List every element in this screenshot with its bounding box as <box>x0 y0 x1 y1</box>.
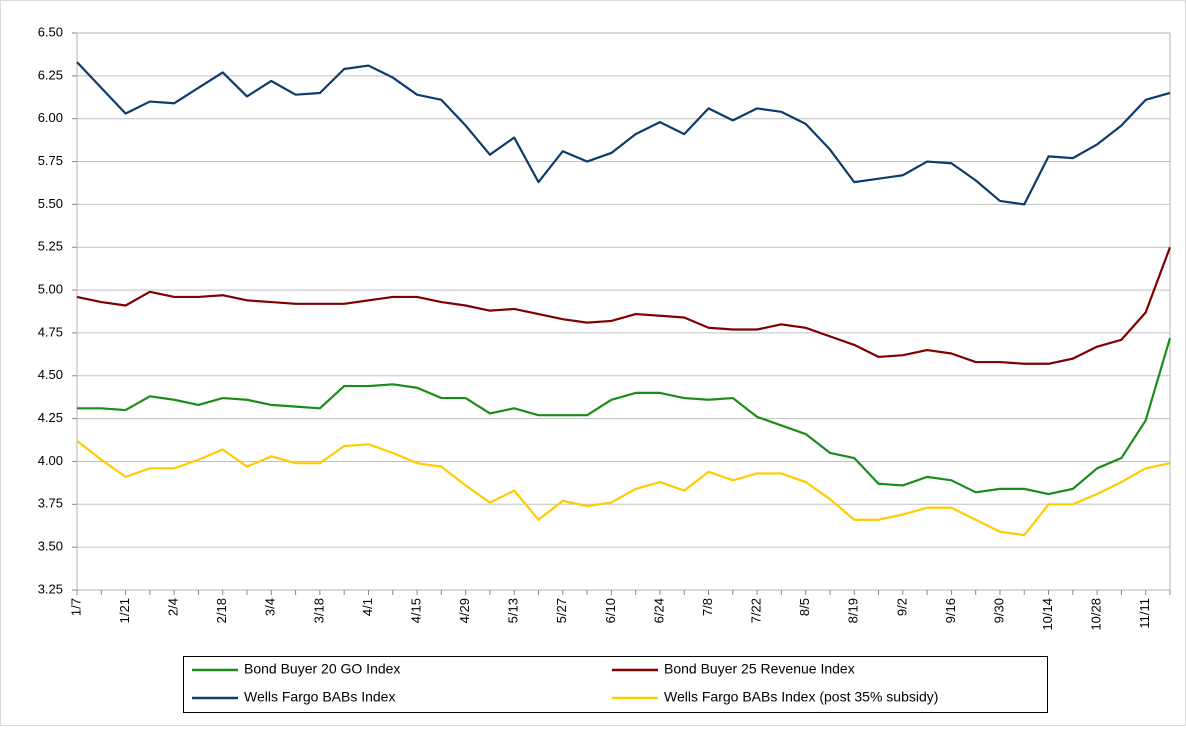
x-tick-label: 2/4 <box>166 598 181 616</box>
legend-label: Bond Buyer 20 GO Index <box>244 661 400 677</box>
y-tick-label: 3.50 <box>38 539 63 554</box>
x-tick-label: 5/13 <box>506 598 521 623</box>
legend-label: Wells Fargo BABs Index <box>244 689 395 705</box>
legend-label: Wells Fargo BABs Index (post 35% subsidy… <box>664 689 938 705</box>
y-tick-label: 3.25 <box>38 581 63 596</box>
y-tick-label: 4.00 <box>38 453 63 468</box>
x-tick-label: 4/15 <box>408 598 423 623</box>
series-line <box>76 246 1172 365</box>
x-tick-label: 1/7 <box>68 598 83 616</box>
x-tick-label: 11/11 <box>1137 598 1152 629</box>
x-tick-label: 7/22 <box>749 598 764 623</box>
x-tick-label: 9/30 <box>991 598 1006 623</box>
y-tick-label: 6.00 <box>38 110 63 125</box>
x-tick-label: 1/21 <box>117 598 132 623</box>
x-tick-label: 3/18 <box>311 598 326 623</box>
y-tick-label: 3.75 <box>38 496 63 511</box>
x-tick-label: 9/16 <box>943 598 958 623</box>
y-tick-label: 5.75 <box>38 153 63 168</box>
plot-border <box>76 32 1171 591</box>
y-tick-label: 6.25 <box>38 67 63 82</box>
x-tick-label: 10/14 <box>1040 598 1055 631</box>
y-tick-label: 5.25 <box>38 239 63 254</box>
x-tick-label: 5/27 <box>554 598 569 623</box>
x-tick-label: 4/1 <box>360 598 375 616</box>
y-tick-label: 4.50 <box>38 367 63 382</box>
y-tick-label: 5.50 <box>38 196 63 211</box>
x-tick-label: 7/8 <box>700 598 715 616</box>
x-tick-label: 9/2 <box>894 598 909 616</box>
x-tick-label: 6/10 <box>603 598 618 623</box>
x-tick-label: 10/28 <box>1089 598 1104 631</box>
legend-box <box>183 656 1048 713</box>
series-line <box>76 440 1171 537</box>
x-tick-label: 8/5 <box>797 598 812 616</box>
y-tick-label: 4.25 <box>38 410 63 425</box>
y-tick-label: 5.00 <box>38 282 63 297</box>
series-line <box>77 337 1172 496</box>
y-tick-label: 6.50 <box>38 24 63 39</box>
x-tick-label: 6/24 <box>651 598 666 623</box>
x-tick-label: 4/29 <box>457 598 472 623</box>
x-tick-label: 3/4 <box>263 598 278 616</box>
series-line <box>76 61 1171 206</box>
y-tick-label: 4.75 <box>38 324 63 339</box>
x-tick-label: 2/18 <box>214 598 229 623</box>
x-tick-label: 8/19 <box>846 598 861 623</box>
legend-label: Bond Buyer 25 Revenue Index <box>664 661 855 677</box>
